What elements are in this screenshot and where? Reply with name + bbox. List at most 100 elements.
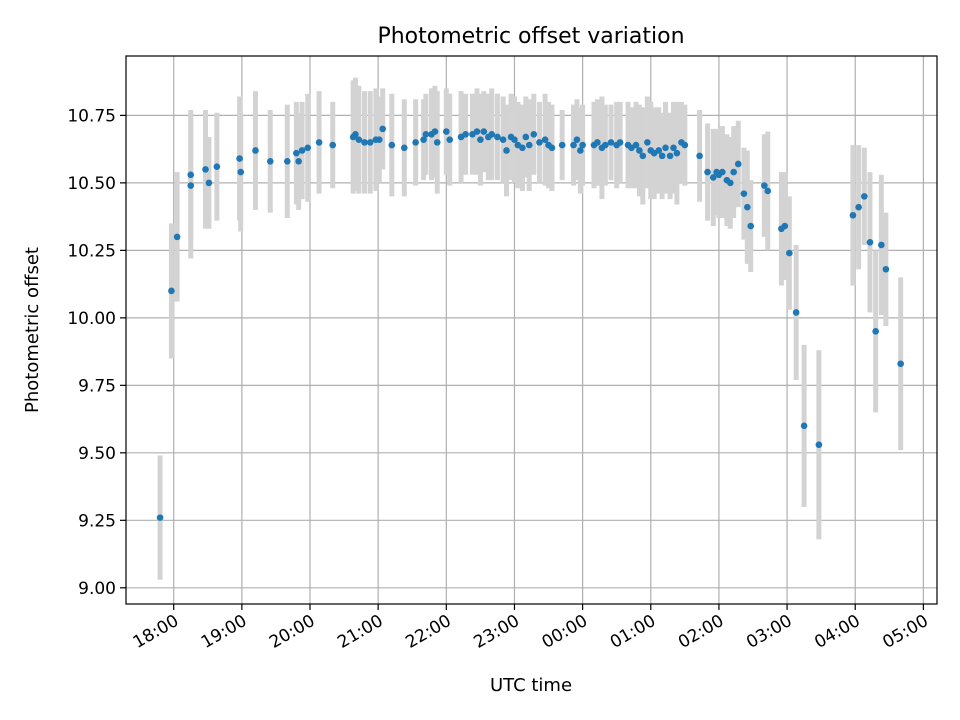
data-point	[662, 144, 669, 152]
data-point	[764, 187, 772, 195]
data-point	[412, 139, 419, 146]
chart-title: Photometric offset variation	[377, 24, 684, 49]
data-point	[202, 166, 209, 173]
data-point	[530, 130, 538, 138]
data-point	[355, 136, 363, 143]
x-tick-label: 21:00	[334, 611, 386, 653]
data-point	[503, 147, 510, 154]
data-point	[187, 171, 195, 179]
data-point	[205, 179, 213, 187]
data-point	[704, 168, 711, 176]
data-point	[726, 179, 734, 187]
data-point	[522, 133, 530, 141]
data-points	[156, 125, 904, 521]
error-bars	[157, 77, 904, 580]
data-point	[897, 360, 904, 368]
y-axis-label: Photometric offset	[22, 247, 43, 413]
data-point	[573, 136, 581, 143]
data-point	[734, 160, 742, 168]
data-point	[352, 130, 359, 138]
y-tick-label: 9.00	[78, 579, 116, 599]
plot-area-frame	[125, 55, 938, 605]
y-tick-label: 10.50	[67, 174, 116, 194]
data-point	[579, 141, 586, 149]
data-point	[658, 152, 666, 160]
data-point	[800, 422, 808, 430]
x-tick-label: 02:00	[675, 611, 727, 653]
data-point	[236, 155, 243, 162]
data-point	[293, 149, 300, 157]
data-point	[866, 238, 874, 246]
data-point	[636, 147, 643, 154]
data-point	[786, 249, 793, 257]
y-tick-label: 9.50	[78, 444, 116, 464]
x-tick-label: 18:00	[130, 611, 182, 653]
data-point	[366, 139, 374, 146]
data-point	[815, 441, 823, 449]
x-tick-label: 22:00	[402, 611, 454, 653]
data-point	[379, 125, 387, 133]
data-point	[681, 141, 689, 149]
data-point	[730, 168, 737, 176]
data-point	[304, 144, 312, 152]
data-point	[388, 141, 396, 149]
data-point	[878, 241, 885, 249]
data-point	[696, 152, 703, 160]
data-point	[639, 152, 647, 160]
x-tick-label: 20:00	[266, 611, 318, 653]
y-axis-ticks: 9.00 9.25 9.50 9.75 10.00 10.25 10.50 10.75	[67, 106, 126, 599]
data-point	[446, 136, 454, 143]
data-point	[616, 139, 624, 146]
data-point	[747, 222, 755, 230]
data-point	[673, 149, 681, 157]
data-point	[283, 157, 291, 165]
data-point	[644, 139, 651, 146]
data-point	[570, 141, 577, 149]
data-point	[237, 168, 245, 176]
data-point	[519, 144, 526, 152]
y-tick-label: 9.25	[78, 511, 116, 531]
data-point	[315, 139, 323, 146]
data-point	[173, 233, 181, 241]
data-point	[594, 139, 601, 146]
data-point	[375, 136, 383, 143]
data-point	[577, 147, 584, 154]
data-point	[632, 141, 640, 149]
data-point	[511, 136, 518, 143]
y-tick-label: 10.00	[67, 309, 116, 329]
data-point	[792, 309, 800, 316]
data-point	[744, 203, 751, 211]
data-point	[536, 139, 543, 146]
data-point	[781, 222, 789, 230]
data-point	[252, 147, 259, 154]
data-point	[709, 174, 717, 181]
data-point	[431, 128, 439, 135]
data-point	[872, 328, 879, 335]
data-point	[861, 193, 868, 200]
x-axis-ticks: 18:00 19:00 20:00 21:00 22:00 23:00 00:00 01:00…	[130, 604, 932, 653]
data-point	[187, 182, 195, 189]
data-point	[488, 130, 496, 138]
data-point	[156, 514, 164, 521]
data-point	[168, 287, 175, 295]
data-point	[433, 139, 441, 146]
data-point	[298, 147, 306, 154]
data-point	[400, 144, 408, 152]
data-point	[443, 128, 450, 135]
x-tick-label: 05:00	[879, 611, 931, 653]
x-tick-label: 19:00	[198, 611, 250, 653]
data-point	[295, 157, 302, 165]
x-tick-label: 00:00	[539, 611, 591, 653]
data-point	[655, 147, 663, 154]
data-point	[361, 139, 368, 146]
data-point	[462, 130, 469, 138]
data-point	[541, 136, 549, 143]
data-point	[473, 128, 481, 135]
data-point	[761, 182, 768, 189]
data-point	[422, 130, 430, 138]
data-point	[329, 141, 337, 149]
x-tick-label: 03:00	[743, 611, 795, 653]
data-point	[420, 136, 427, 143]
x-tick-label: 04:00	[811, 611, 863, 653]
